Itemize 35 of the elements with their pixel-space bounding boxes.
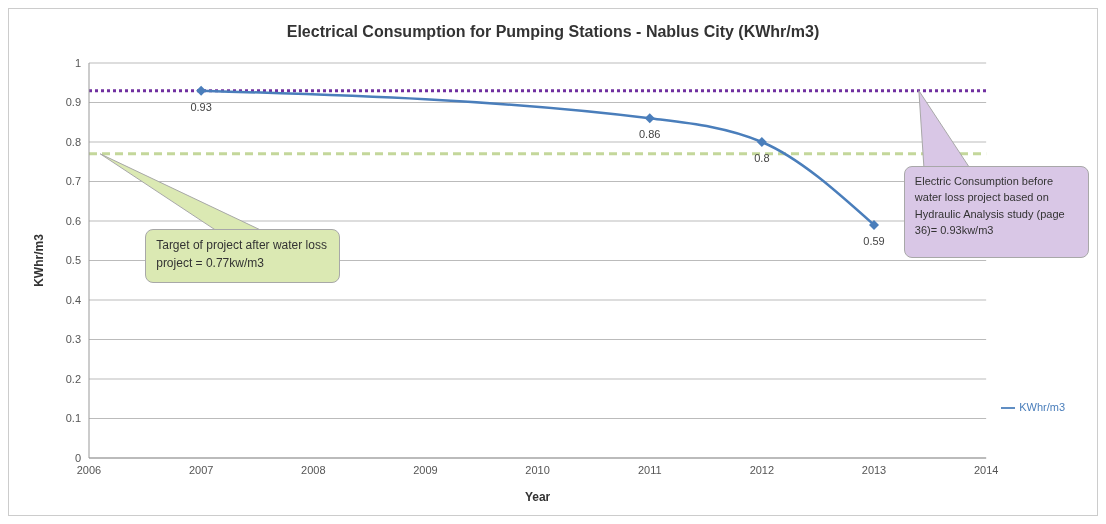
y-tick-label: 0.4 xyxy=(65,293,81,306)
x-tick-label: 2006 xyxy=(76,463,102,476)
x-axis-title: Year xyxy=(524,490,551,504)
data-label: 0.59 xyxy=(863,234,885,247)
y-tick-label: 0.5 xyxy=(65,254,81,267)
x-tick-label: 2013 xyxy=(861,463,887,476)
y-tick-label: 0.1 xyxy=(65,412,81,425)
annotation: Electric Consumption before water loss project based on Hydraulic Analysis study (page 36)= 0.93kw/m3 xyxy=(903,165,1089,258)
x-tick-label: 2010 xyxy=(525,463,550,476)
y-tick-label: 0 xyxy=(74,451,81,464)
x-tick-label: 2014 xyxy=(973,463,999,476)
chart-title: Electrical Consumption for Pumping Stations - Nablus City (KWhr/m3) xyxy=(285,22,821,42)
callout: Target of project after water loss project = 0.77kw/m3 xyxy=(99,153,341,283)
point xyxy=(869,219,880,230)
data-label: 0.93 xyxy=(190,100,212,113)
x-tick-label: 2011 xyxy=(637,463,662,476)
point xyxy=(756,137,767,147)
y-axis-title: KWhr/m3 xyxy=(32,233,47,287)
y-tick-label: 0.8 xyxy=(65,135,81,148)
x-tick-label: 2008 xyxy=(301,463,326,476)
x-tick-label: 2007 xyxy=(188,463,214,476)
y-tick-label: 1 xyxy=(74,56,81,69)
y-tick-label: 0.6 xyxy=(65,214,81,227)
point xyxy=(644,113,655,124)
callout: Electric Consumption before water loss project based on Hydraulic Analysis study (page 36)= 0.93kw/m3 xyxy=(903,90,1089,258)
y-tick-label: 0.3 xyxy=(65,333,81,346)
y-tick-label: 0.2 xyxy=(65,372,81,385)
x-tick-label: 2009 xyxy=(413,463,438,476)
y-tick-label: 0.7 xyxy=(65,175,81,188)
data-label: 0.8 xyxy=(754,152,770,164)
legend-label: KWhr/m3 xyxy=(1019,400,1065,413)
y-tick-label: 0.9 xyxy=(65,96,81,109)
data-label: 0.86 xyxy=(639,128,661,141)
x-tick-label: 2012 xyxy=(749,463,775,476)
annotation: Target of project after water loss project = 0.77kw/m3 xyxy=(145,228,341,283)
